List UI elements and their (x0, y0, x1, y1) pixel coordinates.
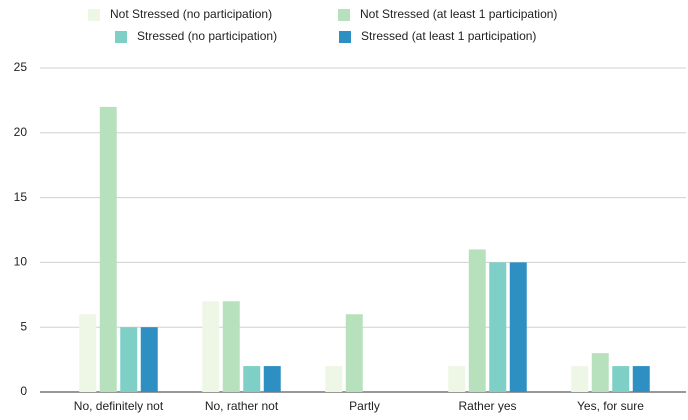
bar (448, 366, 466, 392)
bar (202, 301, 220, 392)
bar (222, 301, 240, 392)
bar (243, 366, 261, 392)
x-tick-label: Rather yes (458, 399, 516, 413)
x-tick-label: Partly (349, 399, 380, 413)
x-tick-label: No, definitely not (74, 399, 164, 413)
bar (120, 327, 138, 392)
y-tick-label: 0 (20, 384, 27, 398)
legend-label: Not Stressed (at least 1 participation) (360, 7, 557, 21)
bar (571, 366, 589, 392)
y-tick-label: 25 (14, 60, 28, 74)
bar (263, 366, 281, 392)
legend-label: Stressed (no participation) (137, 29, 277, 43)
bar (140, 327, 158, 392)
bar (345, 314, 363, 392)
bar (632, 366, 650, 392)
legend-swatch (115, 31, 127, 43)
legend-label: Not Stressed (no participation) (110, 7, 272, 21)
x-tick-label: No, rather not (205, 399, 279, 413)
y-tick-label: 15 (14, 190, 28, 204)
y-tick-label: 5 (20, 319, 27, 333)
legend-swatch (339, 31, 351, 43)
bar (489, 262, 507, 392)
legend-swatch (88, 9, 100, 21)
y-tick-label: 20 (14, 125, 28, 139)
bar (591, 353, 609, 392)
legend-swatch (338, 9, 350, 21)
bar (468, 249, 486, 392)
y-tick-label: 10 (14, 255, 28, 269)
bar (79, 314, 97, 392)
bar (325, 366, 343, 392)
bar (509, 262, 527, 392)
bar (99, 106, 117, 392)
x-tick-label: Yes, for sure (577, 399, 644, 413)
legend-label: Stressed (at least 1 participation) (361, 29, 536, 43)
bar (612, 366, 630, 392)
